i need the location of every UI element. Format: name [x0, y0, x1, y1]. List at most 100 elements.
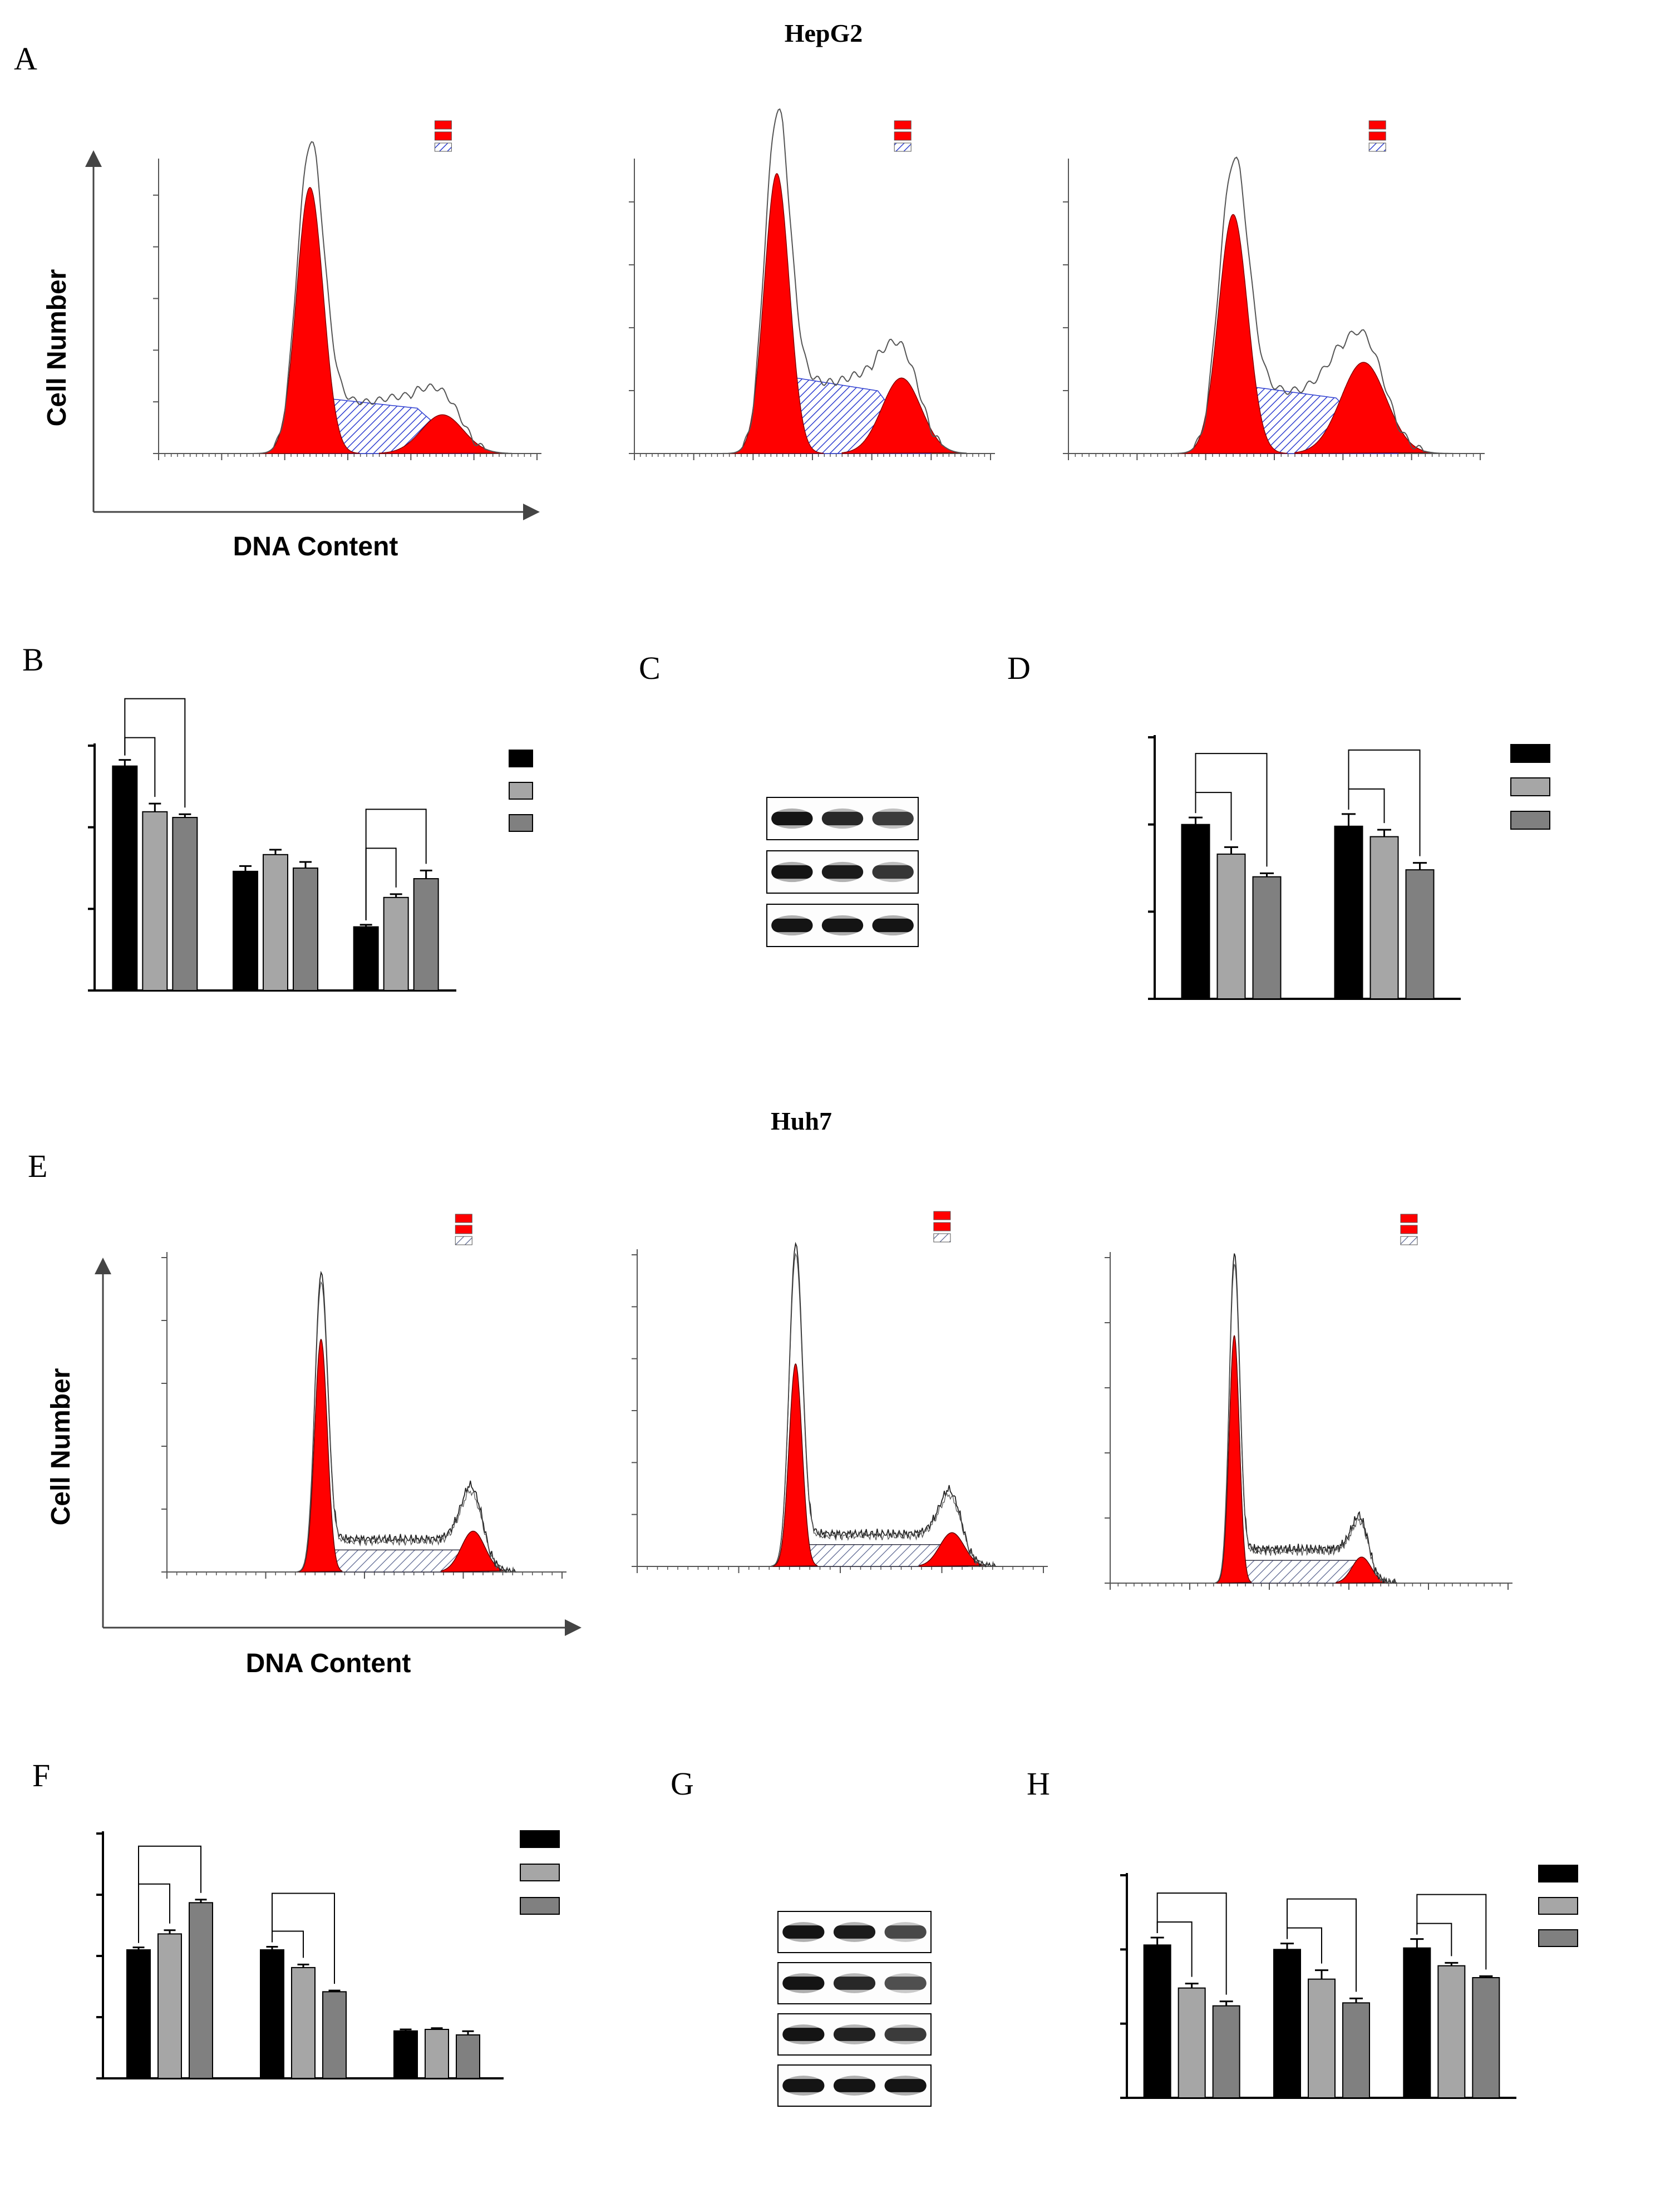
legend-swatch — [455, 1236, 472, 1245]
blot-band — [782, 2079, 825, 2092]
blot-band — [821, 865, 864, 879]
raw-histogram — [247, 141, 512, 454]
significance-bracket — [1195, 753, 1268, 867]
bar — [157, 1933, 182, 2079]
western-blot-c — [766, 797, 919, 947]
flow-huh7-outer-axes — [95, 1258, 582, 1636]
significance-bracket — [272, 1893, 335, 1984]
significance-bracket — [1416, 1894, 1487, 1970]
legend-swatch — [509, 750, 533, 767]
significance-bracket — [365, 809, 427, 920]
blot-band — [833, 2079, 876, 2092]
bar — [260, 1949, 284, 2079]
blot-band — [872, 918, 914, 933]
western-blot-g — [777, 1911, 932, 2107]
legend-swatch — [434, 131, 452, 141]
legend-swatch — [520, 1897, 560, 1915]
panel-letter-d: D — [1007, 650, 1031, 686]
blot-band — [821, 918, 864, 933]
blot-band — [771, 865, 813, 879]
flow-hepg2-y-title: Cell Number — [42, 269, 72, 427]
section-title-huh7: Huh7 — [771, 1107, 832, 1135]
bar-chart-d — [1148, 735, 1550, 1000]
legend-swatch — [520, 1830, 560, 1848]
legend-swatch — [1510, 744, 1550, 763]
legend-swatch — [455, 1214, 472, 1223]
legend-swatch — [933, 1233, 951, 1243]
bar — [353, 926, 379, 991]
panel-letter-h: H — [1027, 1766, 1050, 1802]
bar — [456, 2034, 480, 2079]
dip-g1-peak — [1216, 1335, 1252, 1584]
blot-band — [833, 2028, 876, 2041]
section-title-hepg2: HepG2 — [785, 19, 863, 47]
bar-chart-b — [88, 698, 533, 992]
bar — [126, 1949, 151, 2079]
panel-letter-f: F — [32, 1757, 50, 1793]
raw-histogram-2 — [297, 1280, 517, 1573]
legend-swatch — [894, 131, 912, 141]
legend-swatch — [1538, 1897, 1578, 1915]
blot-band — [782, 2028, 825, 2041]
bar — [1181, 824, 1210, 999]
dip-s-area — [786, 1544, 969, 1567]
blot-band — [833, 1925, 876, 1939]
bar — [322, 1991, 347, 2079]
flow-huh7-y-title: Cell Number — [46, 1368, 76, 1526]
significance-bracket — [124, 698, 186, 808]
legend-swatch — [1368, 120, 1386, 130]
panel-letter-g: G — [671, 1766, 694, 1802]
legend-swatch — [434, 120, 452, 130]
bar — [112, 765, 138, 991]
significance-bracket — [138, 1845, 201, 1943]
bar — [1334, 825, 1363, 1000]
bar — [413, 878, 439, 991]
bar — [263, 854, 288, 992]
legend-swatch — [509, 782, 533, 800]
legend-swatch — [1510, 777, 1550, 796]
raw-histogram-2 — [771, 1253, 997, 1568]
legend-swatch — [1400, 1236, 1418, 1245]
flow-huh7-20 — [632, 1211, 1048, 1573]
bar-chart-f — [96, 1830, 560, 2079]
blot-band — [771, 811, 813, 826]
blot-band — [884, 2079, 927, 2092]
bar — [1308, 1978, 1336, 2099]
dip-g1-peak — [299, 1338, 343, 1573]
legend-swatch — [434, 142, 452, 152]
blot-band — [884, 1977, 927, 1990]
legend-swatch — [1538, 1929, 1578, 1947]
blot-band — [821, 811, 864, 826]
blot-band — [782, 1925, 825, 1939]
bar — [142, 811, 168, 992]
legend-swatch — [894, 120, 912, 130]
bar — [1472, 1977, 1500, 2098]
panel-letter-e: E — [28, 1148, 47, 1184]
bar — [383, 896, 409, 992]
flow-huh7-x-title: DNA Content — [246, 1649, 411, 1678]
significance-bracket — [1156, 1893, 1227, 1995]
significance-bracket — [1348, 749, 1421, 856]
raw-histogram — [1164, 156, 1453, 454]
legend-swatch — [520, 1864, 560, 1881]
g0g1-peak — [259, 186, 360, 454]
bar — [1216, 853, 1246, 1000]
panel-letter-b: B — [22, 642, 44, 678]
bar — [1273, 1949, 1301, 2098]
blot-band — [833, 1977, 876, 1990]
bar — [425, 2029, 449, 2079]
flow-hepg2-0 — [153, 120, 541, 460]
bar — [393, 2030, 418, 2079]
bar — [291, 1967, 316, 2079]
blot-band — [884, 2028, 927, 2041]
blot-band — [872, 865, 914, 879]
legend-swatch — [509, 814, 533, 832]
legend-swatch — [1538, 1865, 1578, 1882]
legend-swatch — [1400, 1225, 1418, 1234]
blot-band — [884, 1925, 927, 1939]
legend-swatch — [933, 1211, 951, 1220]
flow-huh7-40 — [1105, 1214, 1513, 1590]
bar — [172, 817, 198, 991]
bar — [233, 870, 258, 992]
